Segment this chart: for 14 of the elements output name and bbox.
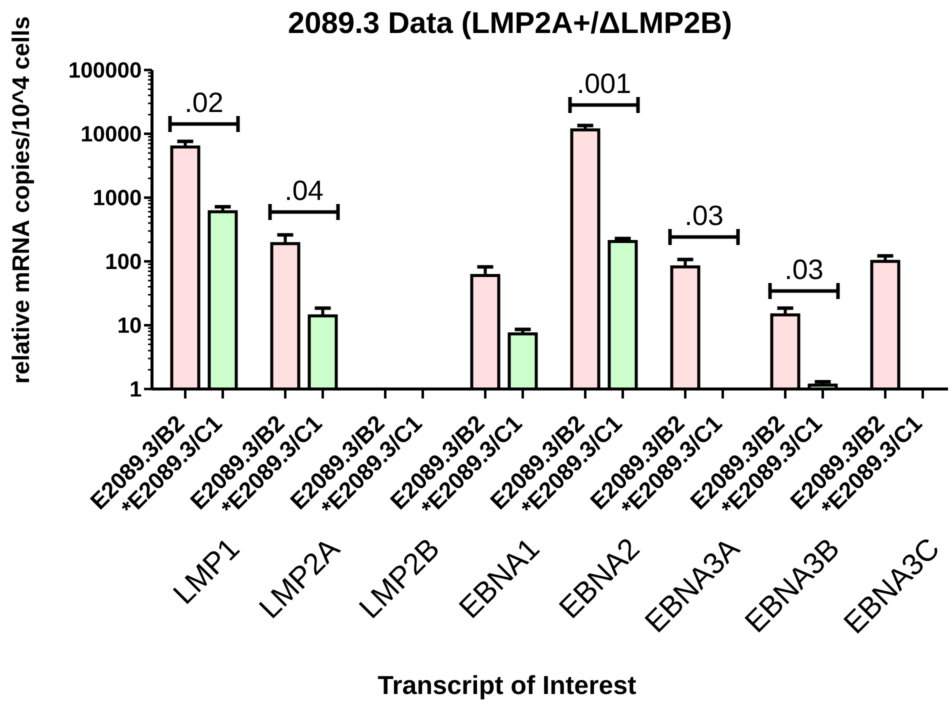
y-tick-label: 1000 — [94, 190, 141, 206]
annotation: .02 — [187, 92, 222, 112]
annotation: .001 — [579, 73, 630, 94]
annotation: .04 — [287, 180, 323, 200]
x-axis-title: Transcript of Interest — [378, 675, 636, 700]
y-tick-label: 100 — [106, 254, 141, 270]
annotation: .03 — [787, 259, 822, 280]
y-axis-title: relative mRNA copies/10^4 cells — [12, 17, 34, 382]
annotation: .03 — [687, 205, 722, 226]
chart-title: 2089.3 Data (LMP2A+/ΔLMP2B) — [288, 11, 731, 40]
y-tick-label: 100000 — [70, 62, 141, 78]
y-tick-label: 10 — [118, 317, 141, 333]
y-tick-label: 10000 — [82, 126, 141, 142]
y-tick-label: 1 — [130, 381, 142, 397]
